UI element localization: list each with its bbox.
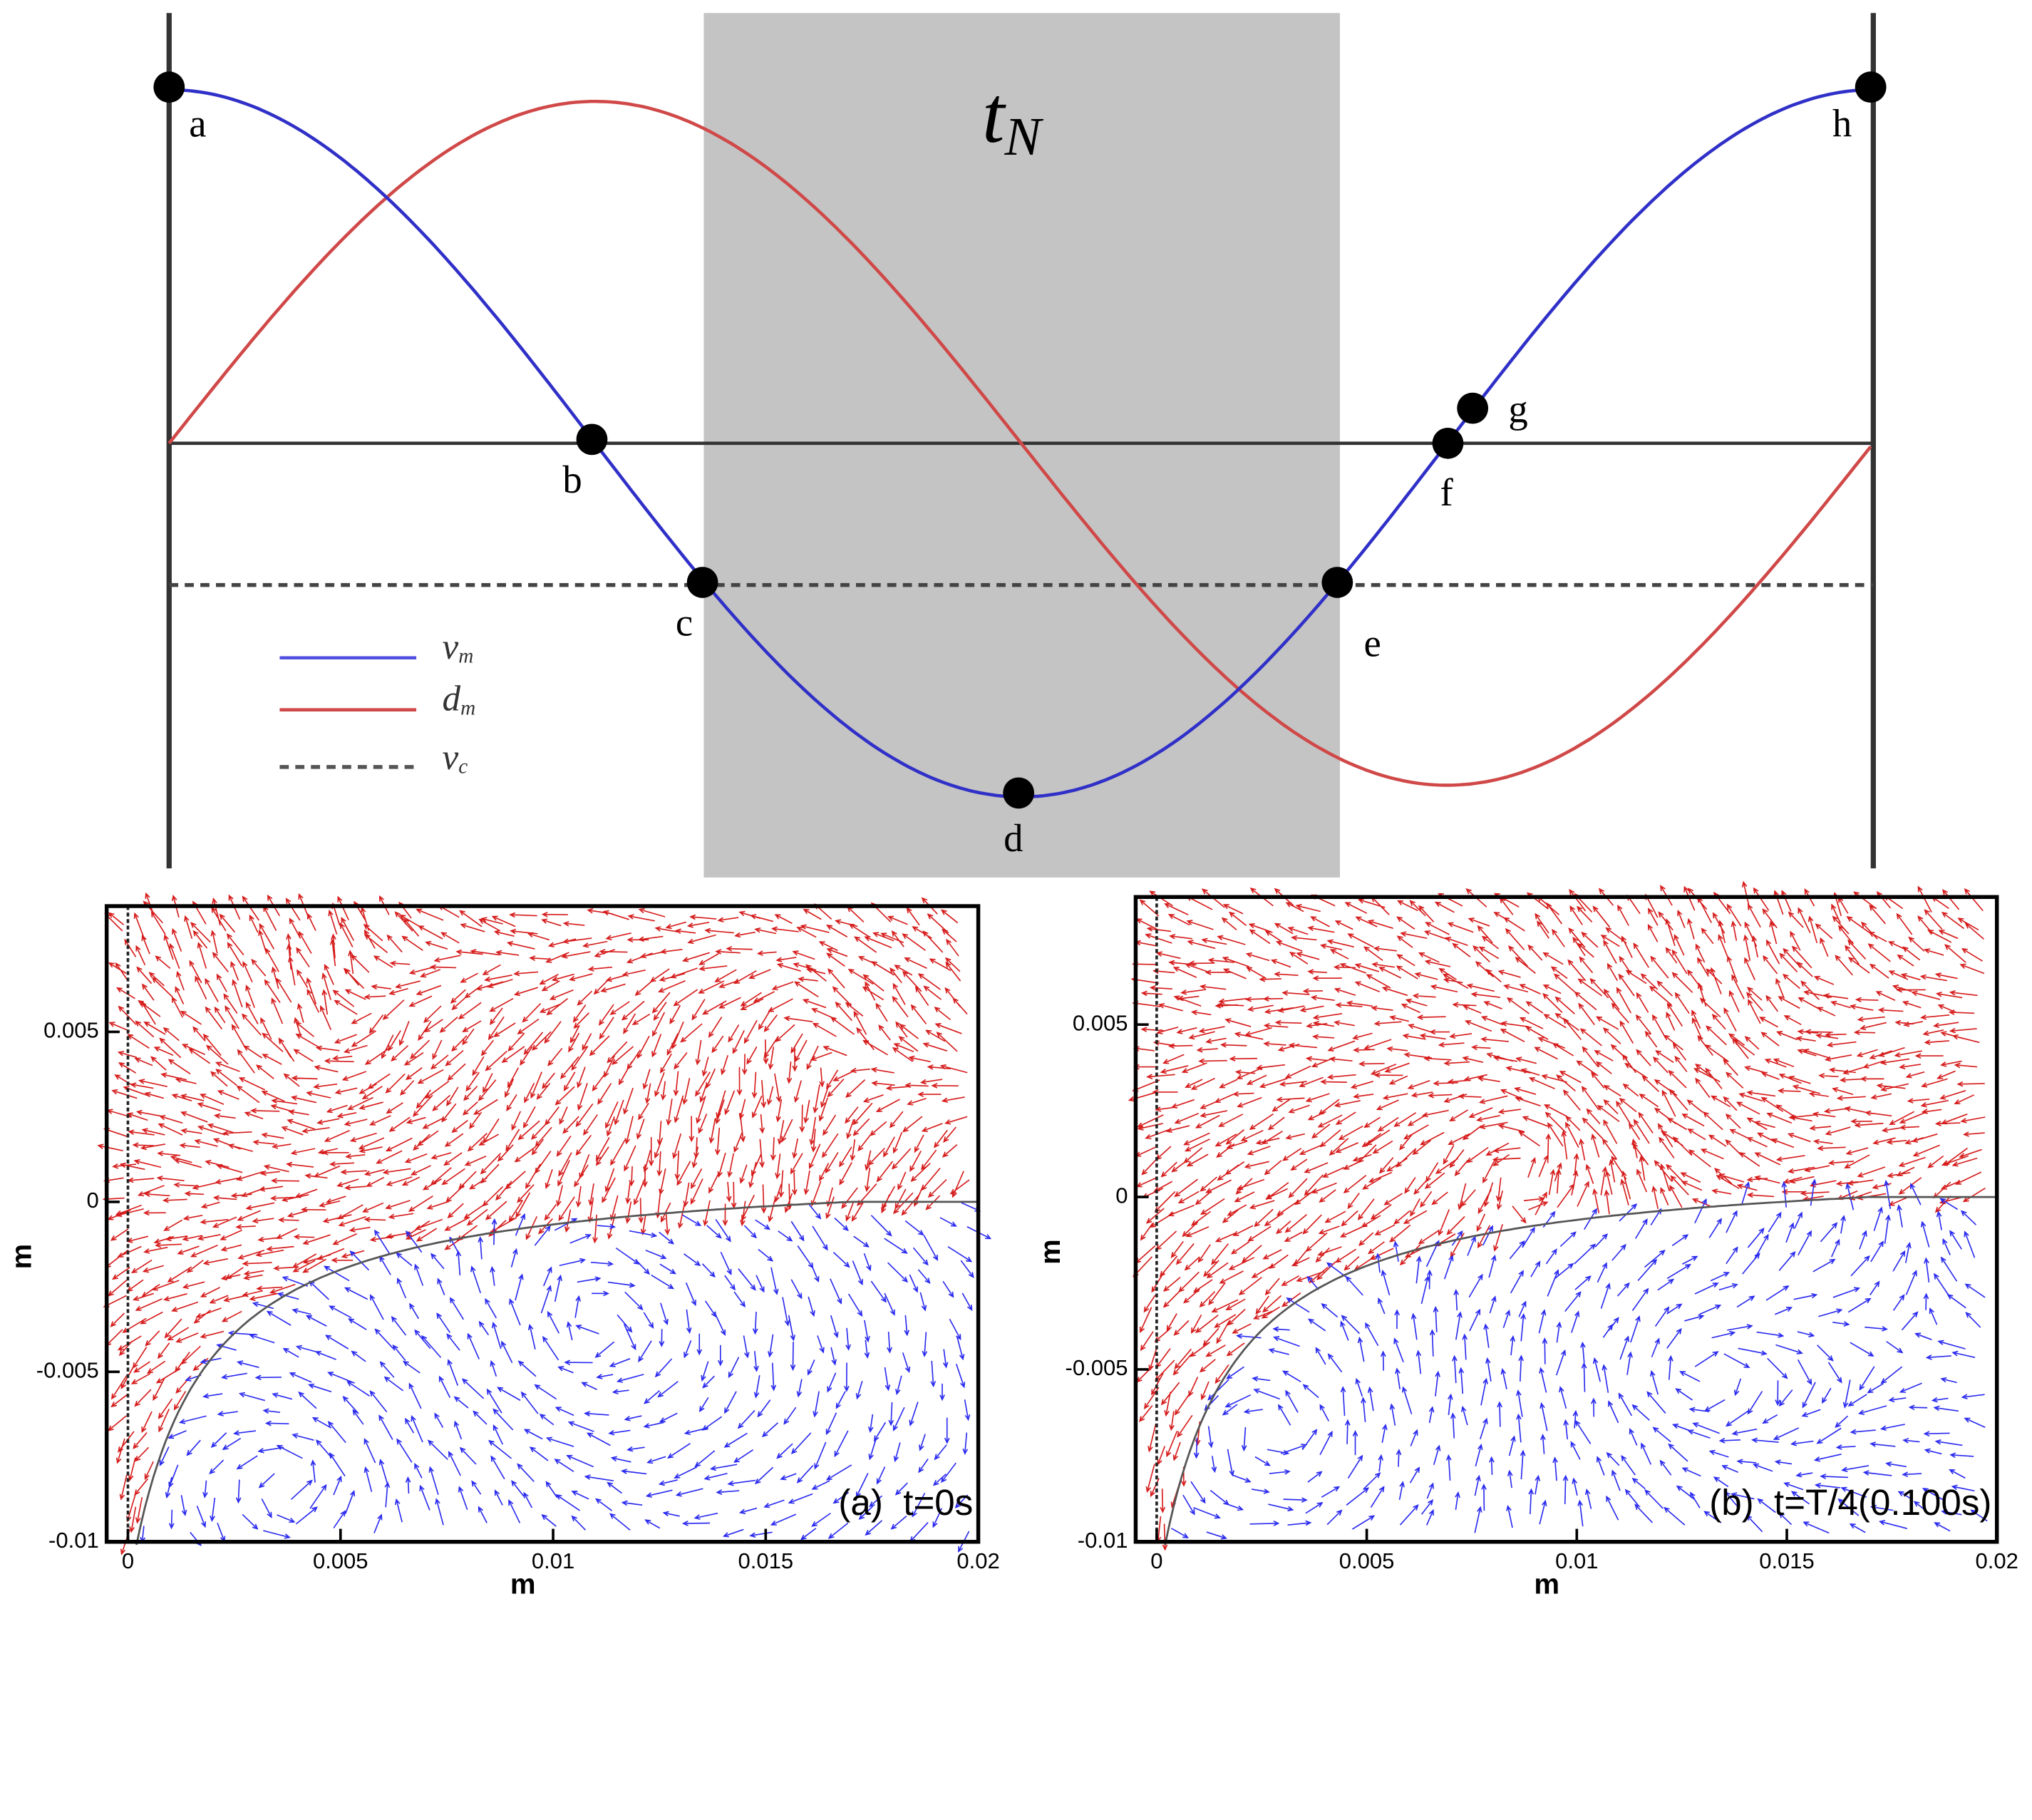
point-label: e — [1363, 622, 1381, 665]
legend-subscript: m — [460, 696, 475, 719]
point-label: d — [1004, 816, 1023, 860]
point-label: h — [1832, 101, 1852, 145]
legend-label: vc — [443, 737, 468, 778]
point-label: g — [1508, 387, 1527, 431]
vector-field — [97, 892, 992, 1556]
x-axis-label: m — [510, 1568, 536, 1600]
state-point — [1432, 427, 1464, 459]
liquid-arrows — [1128, 880, 1986, 1551]
legend-label: dm — [443, 678, 476, 719]
x-tick-label: 0.02 — [1976, 1548, 2018, 1573]
legend-label: vm — [443, 627, 474, 668]
x-tick-label: 0.005 — [313, 1548, 368, 1573]
plot-frame — [104, 904, 981, 1544]
x-tick-label: 0 — [1150, 1548, 1162, 1573]
tn-label: tN — [982, 71, 1043, 166]
quiver-panel: 0 0.005 0.01 0.015 0.02 -0.01 -0.005 0 0.005 m m (a… — [5, 892, 1000, 1600]
state-point — [686, 567, 718, 598]
point-label: b — [562, 458, 582, 501]
point-label: f — [1440, 471, 1454, 514]
tn-main: t — [982, 71, 1006, 160]
legend-subscript: m — [458, 644, 473, 667]
y-axis-label: m — [1034, 1239, 1066, 1265]
state-point — [1457, 392, 1489, 424]
y-tick-label: -0.01 — [1078, 1528, 1128, 1553]
gas-arrows — [140, 1202, 992, 1553]
state-point — [1855, 71, 1887, 103]
y-tick-label: 0 — [1115, 1183, 1128, 1208]
state-point — [153, 71, 185, 103]
y-axis-label: m — [5, 1244, 37, 1270]
x-tick-label: 0.02 — [956, 1548, 999, 1573]
x-tick-label: 0.015 — [1759, 1548, 1815, 1573]
vector-field — [1128, 880, 1988, 1551]
y-tick-label: -0.005 — [36, 1358, 99, 1383]
x-axis-label: m — [1534, 1568, 1559, 1600]
state-point — [1321, 567, 1353, 598]
x-tick-label: 0.01 — [1555, 1548, 1598, 1573]
y-tick-label: 0 — [86, 1188, 98, 1213]
point-label: a — [189, 101, 206, 145]
panel-annotation: (a) t=0s — [838, 1482, 973, 1523]
quiver-panel: 0 0.005 0.01 0.015 0.02 -0.01 -0.005 0 0.005 m m (b… — [1034, 880, 2018, 1600]
interface — [135, 1201, 979, 1546]
y-tick-label: -0.005 — [1066, 1355, 1128, 1380]
plot-frame — [1133, 895, 1999, 1544]
state-point — [1003, 777, 1035, 809]
x-tick-label: 0.01 — [532, 1548, 574, 1573]
gas-arrows — [1171, 1178, 1988, 1540]
point-label: c — [676, 601, 693, 644]
legend-symbol: v — [443, 737, 459, 778]
tn-sub: N — [1004, 106, 1043, 166]
state-point — [576, 423, 608, 456]
x-tick-label: 0 — [122, 1548, 134, 1573]
dm-curve — [167, 99, 1872, 787]
legend-subscript: c — [458, 755, 468, 778]
interface — [1164, 1196, 1997, 1546]
legend-symbol: v — [443, 627, 459, 667]
x-tick-label: 0.015 — [738, 1548, 793, 1573]
panel-annotation: (b) t=T/4(0.100s) — [1709, 1482, 1991, 1523]
y-tick-label: -0.01 — [48, 1528, 99, 1553]
y-tick-label: 0.005 — [43, 1018, 99, 1043]
y-tick-label: 0.005 — [1073, 1010, 1128, 1035]
x-tick-label: 0.005 — [1339, 1548, 1395, 1573]
panels: 0 0.005 0.01 0.015 0.02 -0.01 -0.005 0 0.005 m m (a… — [5, 880, 2018, 1600]
legend-symbol: d — [443, 678, 461, 719]
liquid-arrows — [97, 892, 970, 1556]
